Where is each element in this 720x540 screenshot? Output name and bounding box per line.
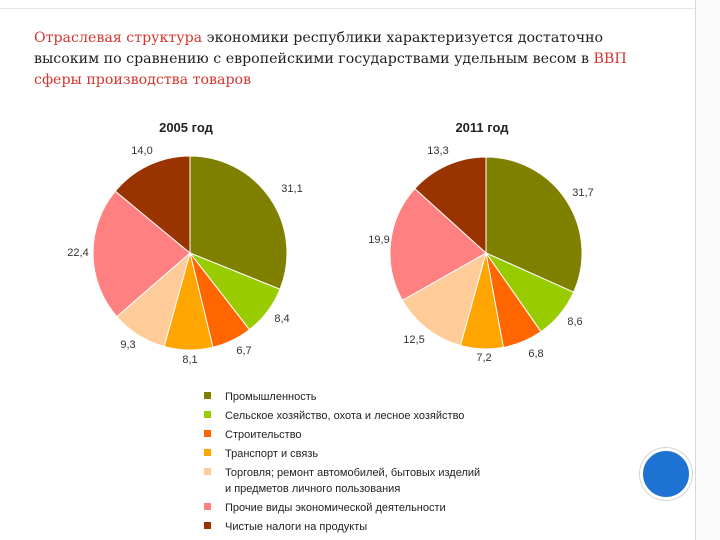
pie-data-label: 8,4 [274, 313, 289, 325]
pie-data-label: 13,3 [427, 145, 448, 157]
pie-data-label: 8,6 [567, 316, 582, 328]
heading-text: экономики республики характеризуется дос… [34, 30, 604, 67]
pie-slice [414, 156, 487, 255]
legend-item-transport: Транспорт и связь [204, 446, 480, 462]
pie-data-label: 19,9 [368, 234, 389, 246]
slide-right-border [695, 0, 720, 540]
pie-slice [389, 187, 487, 301]
legend-item-trade: Торговля; ремонт автомобилей, бытовых из… [204, 465, 480, 497]
pie-chart-2005: 2005 год 31,1 8,4 6,7 8,1 9,3 22,4 14,0 [67, 120, 302, 366]
legend-label: Промышленность [225, 391, 317, 403]
legend-item-other: Прочие виды экономической деятельности [204, 500, 480, 516]
pie-data-label: 9,3 [120, 339, 135, 351]
pie-slice [401, 251, 487, 347]
chart-legend: Промышленность Сельское хозяйство, охота… [204, 389, 480, 538]
legend-label: Прочие виды экономической деятельности [225, 502, 446, 514]
legend-item-construction: Строительство [204, 427, 480, 443]
legend-label: Сельское хозяйство, охота и лесное хозяй… [225, 410, 465, 422]
pie-data-label: 6,7 [236, 345, 251, 357]
heading-highlight-1: Отраслевая структура [34, 30, 203, 46]
pie-data-label: 31,7 [572, 187, 593, 199]
pie-data-label: 8,1 [182, 354, 197, 366]
slide-top-border [0, 0, 696, 9]
decorative-blue-circle [640, 448, 692, 500]
legend-swatch [204, 522, 211, 529]
pie-slice [92, 190, 191, 318]
pie-data-label: 22,4 [67, 247, 88, 259]
pie-slice [114, 155, 191, 255]
legend-label-line-2: и предметов личного пользования [225, 483, 401, 495]
legend-label: Строительство [225, 429, 302, 441]
legend-swatch [204, 392, 211, 399]
pie-slice [485, 156, 583, 293]
legend-swatch [204, 449, 211, 456]
pie-chart-2011: 2011 год 31,7 8,6 6,8 7,2 12,5 19,9 13,3 [368, 120, 593, 364]
chart-title-2005: 2005 год [159, 120, 214, 135]
pie-slice [189, 155, 288, 290]
legend-item-agriculture: Сельское хозяйство, охота и лесное хозяй… [204, 408, 480, 424]
legend-item-taxes: Чистые налоги на продукты [204, 519, 480, 535]
legend-label: Торговля; ремонт автомобилей, бытовых из… [225, 465, 480, 497]
slide-heading: Отраслевая структура экономики республик… [34, 28, 634, 91]
legend-swatch [204, 468, 211, 475]
pie-data-label: 7,2 [476, 352, 491, 364]
legend-label: Чистые налоги на продукты [225, 521, 368, 533]
pie-data-label: 6,8 [528, 348, 543, 360]
heading-highlight-2: ВВП сферы производства товаров [34, 51, 627, 88]
legend-swatch [204, 430, 211, 437]
pie-data-label: 14,0 [131, 145, 152, 157]
pie-data-label: 31,1 [281, 183, 302, 195]
legend-label: Транспорт и связь [225, 448, 319, 460]
legend-item-industry: Промышленность [204, 389, 480, 405]
legend-swatch [204, 503, 211, 510]
legend-swatch [204, 411, 211, 418]
legend-label-line-1: Торговля; ремонт автомобилей, бытовых из… [225, 467, 481, 479]
chart-title-2011: 2011 год [455, 120, 509, 135]
pie-data-label: 12,5 [403, 334, 424, 346]
